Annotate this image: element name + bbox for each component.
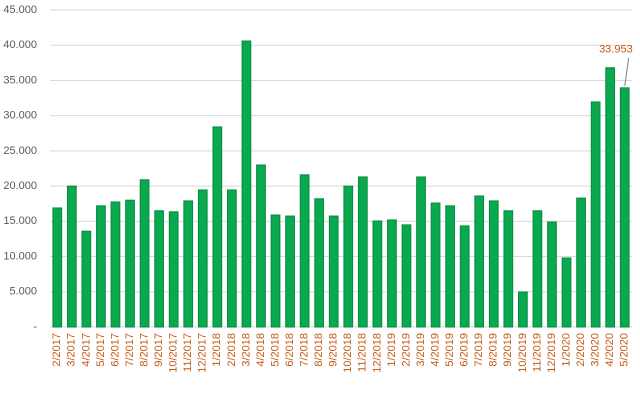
x-tick-label: 12/2019 (546, 333, 558, 373)
x-tick-label: 1/2018 (211, 333, 223, 367)
bar (474, 195, 485, 328)
x-tick-label: 4/2018 (255, 333, 267, 367)
x-tick-label: 12/2017 (197, 333, 209, 373)
y-tick-label: 15.000 (3, 215, 37, 227)
x-tick-label: 1/2020 (560, 333, 572, 367)
x-tick-label: 6/2019 (459, 333, 471, 367)
y-tick-label: 20.000 (3, 180, 37, 192)
bar (430, 202, 441, 328)
bar (503, 210, 514, 328)
x-tick-label: 3/2019 (415, 333, 427, 367)
y-tick-label: 45.000 (3, 4, 37, 16)
x-tick-label: 11/2018 (357, 333, 369, 372)
y-tick-label: 5.000 (9, 286, 37, 298)
x-tick-label: 9/2018 (328, 333, 340, 367)
bar (183, 200, 194, 328)
bar (212, 126, 223, 328)
y-tick-label: 40.000 (3, 39, 37, 51)
bar (357, 176, 368, 328)
x-tick-label: 7/2018 (299, 333, 311, 367)
y-tick-label: 10.000 (3, 250, 37, 262)
bar (619, 87, 630, 328)
x-tick-label: 2/2018 (226, 333, 238, 367)
x-tick-label: 2/2020 (575, 333, 587, 367)
x-tick-label: 7/2017 (124, 333, 136, 367)
bar (590, 101, 601, 328)
bar (66, 185, 77, 328)
bar (256, 164, 266, 328)
x-tick-label: 4/2019 (429, 333, 441, 367)
bar (488, 200, 499, 328)
x-tick-label: 10/2017 (168, 333, 180, 373)
bar (459, 225, 470, 328)
x-tick-label: 5/2017 (95, 333, 107, 367)
x-tick-label: 3/2017 (66, 333, 78, 367)
bar (547, 221, 557, 328)
x-tick-label: 4/2020 (604, 333, 616, 367)
x-tick-label: 6/2017 (109, 333, 121, 367)
x-tick-label: 11/2017 (182, 333, 194, 372)
bar (372, 220, 383, 328)
bar (343, 185, 354, 328)
bar (445, 205, 455, 328)
bar (241, 40, 252, 328)
x-tick-label: 7/2019 (473, 333, 485, 367)
bar (328, 215, 339, 328)
y-tick-label: - (33, 321, 37, 333)
x-tick-label: 2/2019 (400, 333, 412, 367)
bar (52, 207, 63, 328)
x-tick-label: 4/2017 (80, 333, 92, 367)
x-tick-label: 9/2017 (153, 333, 165, 367)
x-tick-label: 5/2018 (269, 333, 281, 367)
bar (561, 257, 572, 328)
bar (518, 291, 528, 328)
bar (576, 197, 586, 328)
x-tick-label: 12/2018 (371, 333, 383, 373)
bar (299, 174, 310, 328)
bar (154, 210, 164, 328)
x-tick-label: 11/2019 (531, 333, 543, 372)
bar (387, 219, 397, 328)
x-tick-label: 8/2019 (488, 333, 500, 367)
y-tick-label: 30.000 (3, 110, 37, 122)
bar (270, 214, 281, 328)
x-tick-label: 6/2018 (284, 333, 296, 367)
bar (314, 198, 325, 328)
bar (81, 230, 92, 328)
x-tick-label: 3/2020 (590, 333, 602, 367)
y-tick-label: 35.000 (3, 74, 37, 86)
x-tick-label: 8/2018 (313, 333, 325, 367)
bar (139, 179, 150, 328)
y-tick-label: 25.000 (3, 145, 37, 157)
bar (110, 201, 121, 328)
x-tick-label: 1/2019 (386, 333, 398, 367)
bar (168, 211, 179, 328)
x-tick-label: 2/2017 (51, 333, 63, 367)
bar (285, 215, 295, 328)
label-leader (624, 57, 630, 86)
x-tick-label: 5/2019 (444, 333, 456, 367)
x-tick-label: 10/2018 (342, 333, 354, 373)
bar (227, 189, 237, 328)
data-label: 33.953 (599, 44, 633, 56)
x-tick-label: 9/2019 (502, 333, 514, 367)
bar (96, 205, 106, 328)
bar (125, 199, 135, 328)
x-tick-label: 3/2018 (240, 333, 252, 367)
bar (197, 189, 208, 328)
bar (532, 210, 543, 328)
x-tick-label: 8/2017 (138, 333, 150, 367)
x-tick-label: 10/2019 (517, 333, 529, 373)
bar (401, 224, 412, 328)
bar (416, 176, 426, 328)
x-tick-label: 5/2020 (619, 333, 631, 367)
bar (605, 67, 616, 328)
